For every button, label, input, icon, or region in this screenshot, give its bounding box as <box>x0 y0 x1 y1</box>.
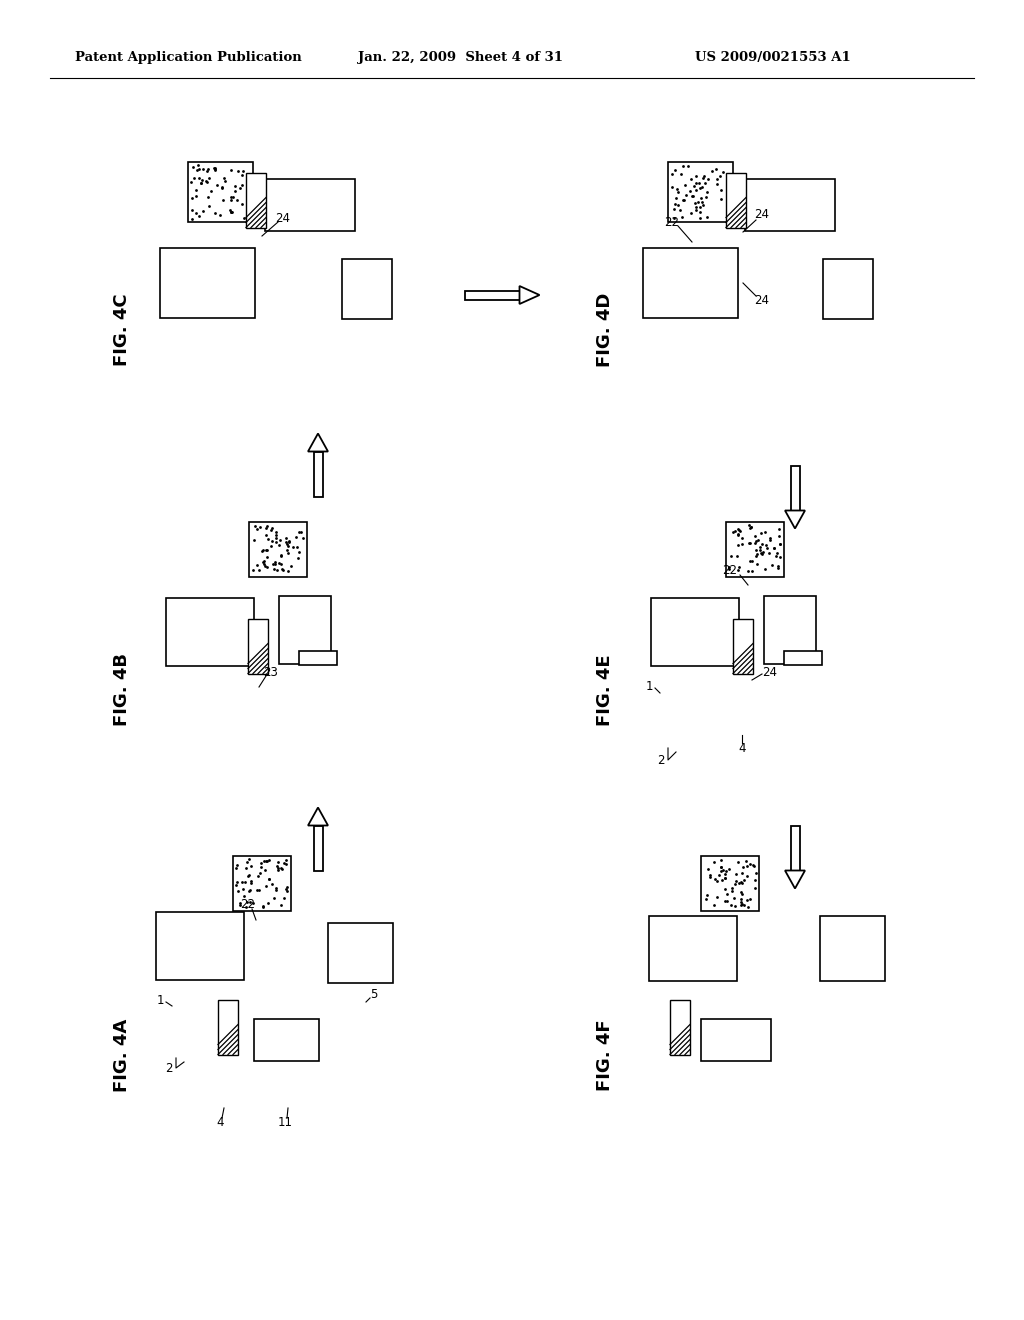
Bar <box>733 619 753 673</box>
Bar <box>187 162 253 222</box>
Bar <box>726 521 784 577</box>
Bar <box>745 180 835 231</box>
Text: Jan. 22, 2009  Sheet 4 of 31: Jan. 22, 2009 Sheet 4 of 31 <box>358 51 563 65</box>
Bar <box>791 825 800 870</box>
Text: 24: 24 <box>275 211 291 224</box>
Text: 22: 22 <box>723 564 737 577</box>
Bar <box>670 999 690 1055</box>
Bar <box>218 999 238 1055</box>
Text: 1: 1 <box>645 681 652 693</box>
Text: 5: 5 <box>371 989 378 1002</box>
Bar <box>651 598 739 667</box>
Text: FIG. 4E: FIG. 4E <box>596 655 614 726</box>
Text: Patent Application Publication: Patent Application Publication <box>75 51 302 65</box>
Text: 23: 23 <box>263 665 279 678</box>
Bar <box>265 180 355 231</box>
Polygon shape <box>785 870 805 888</box>
Polygon shape <box>519 286 540 304</box>
Text: FIG. 4D: FIG. 4D <box>596 293 614 367</box>
Bar <box>328 923 392 983</box>
Text: FIG. 4A: FIG. 4A <box>113 1018 131 1092</box>
Bar <box>246 173 266 227</box>
Bar <box>299 651 337 665</box>
Text: 2: 2 <box>657 754 665 767</box>
Bar <box>726 173 746 227</box>
Text: 22: 22 <box>665 215 680 228</box>
Bar <box>233 855 291 911</box>
Bar <box>823 259 873 319</box>
Text: 2: 2 <box>165 1061 173 1074</box>
Bar <box>342 259 392 319</box>
Bar <box>248 619 268 673</box>
Bar <box>784 651 822 665</box>
Polygon shape <box>785 511 805 528</box>
Bar <box>160 248 255 318</box>
Text: 24: 24 <box>755 293 769 306</box>
Text: 24: 24 <box>755 209 769 222</box>
Text: 11: 11 <box>278 1115 293 1129</box>
Bar <box>649 916 737 981</box>
Text: FIG. 4B: FIG. 4B <box>113 653 131 726</box>
Bar <box>313 451 323 496</box>
Bar <box>279 597 331 664</box>
Polygon shape <box>308 433 328 451</box>
Text: US 2009/0021553 A1: US 2009/0021553 A1 <box>695 51 851 65</box>
Bar <box>819 916 885 981</box>
Bar <box>791 466 800 511</box>
Text: 24: 24 <box>763 665 777 678</box>
Bar <box>249 521 307 577</box>
Bar <box>465 290 519 300</box>
Bar <box>764 597 816 664</box>
Bar <box>254 1019 318 1061</box>
Bar <box>166 598 254 667</box>
Text: 22: 22 <box>241 899 256 912</box>
Bar <box>156 912 244 979</box>
Bar <box>642 248 737 318</box>
Bar <box>701 855 759 911</box>
Text: 4: 4 <box>216 1115 224 1129</box>
Polygon shape <box>308 808 328 825</box>
Bar <box>668 162 732 222</box>
Text: FIG. 4C: FIG. 4C <box>113 293 131 367</box>
Text: 1: 1 <box>157 994 164 1006</box>
Text: FIG. 4F: FIG. 4F <box>596 1019 614 1090</box>
Bar <box>313 825 323 870</box>
Text: 4: 4 <box>738 742 745 755</box>
Bar <box>701 1019 771 1061</box>
